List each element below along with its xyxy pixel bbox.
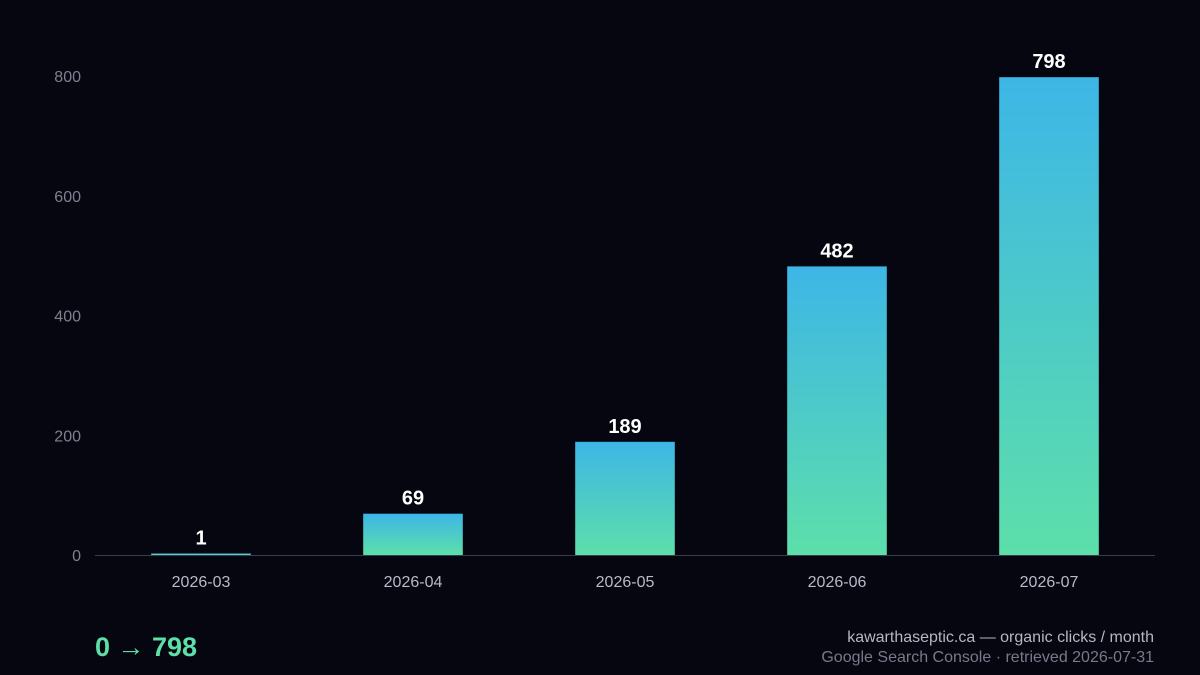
x-tick-label: 2026-06 [808,574,867,591]
bar-2026-07 [999,77,1099,555]
chart-caption: kawarthaseptic.ca — organic clicks / mon… [821,628,1154,668]
bar-2026-05 [575,441,675,555]
x-tick-label: 2026-05 [596,574,655,591]
y-tick-label: 0 [72,548,81,565]
y-tick-label: 200 [54,428,81,445]
data-label: 798 [1032,51,1065,73]
x-axis: 2026-03 2026-04 2026-05 2026-06 2026-07 [95,555,1155,591]
data-label: 189 [608,416,641,438]
y-axis: 0 200 400 600 800 [54,69,81,565]
headline-growth: 0 → 798 [95,632,198,662]
data-label: 1 [195,528,206,550]
caption-title: kawarthaseptic.ca — organic clicks / mon… [847,629,1154,646]
data-label: 482 [820,240,853,262]
x-tick-label: 2026-04 [384,574,443,591]
bar-2026-06 [787,266,887,555]
x-tick-label: 2026-07 [1020,574,1079,591]
bar-series: 1 69 189 482 798 [151,51,1099,555]
x-tick-label: 2026-03 [172,574,231,591]
y-tick-label: 400 [54,309,81,326]
bar-2026-03 [151,553,251,555]
y-tick-label: 800 [54,69,81,86]
caption-source: Google Search Console · retrieved 2026-0… [821,649,1154,666]
data-label: 69 [402,488,424,510]
y-tick-label: 600 [54,189,81,206]
bar-2026-04 [363,513,463,555]
